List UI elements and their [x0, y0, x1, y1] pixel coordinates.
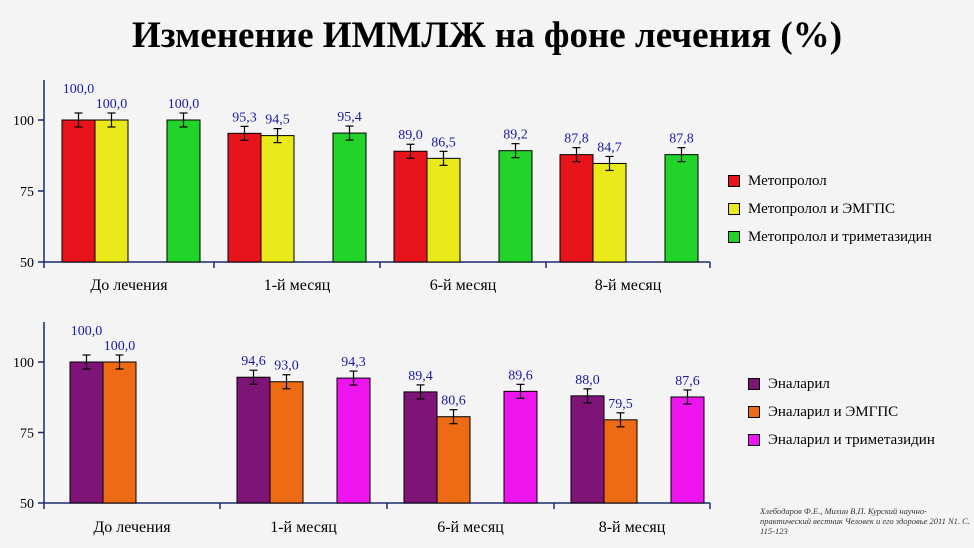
y-tick-label: 75	[20, 185, 34, 200]
x-category-label: До лечения	[93, 519, 171, 536]
data-label: 88,0	[575, 373, 600, 388]
y-tick-label: 75	[20, 427, 34, 442]
data-label: 80,6	[441, 394, 466, 409]
bar	[260, 135, 295, 263]
bar	[670, 396, 705, 504]
data-label: 100,0	[96, 97, 128, 112]
data-label: 94,6	[241, 354, 266, 369]
data-label: 95,4	[337, 110, 362, 125]
legend-item-metoprolol-emgps: Метопролол и ЭМГПС	[728, 195, 932, 223]
data-label: 100,0	[71, 324, 103, 339]
data-label: 87,8	[564, 132, 589, 147]
x-category-label: 8-й месяц	[599, 519, 666, 536]
x-category-label: 1-й месяц	[264, 277, 331, 294]
legend-label: Эналарил и триметазидин	[768, 431, 935, 448]
bar	[503, 390, 538, 504]
data-label: 89,6	[508, 368, 533, 383]
bar	[61, 119, 96, 263]
y-tick-label: 50	[20, 256, 34, 271]
bar	[570, 395, 605, 504]
bar	[332, 132, 367, 263]
data-label: 86,5	[431, 135, 456, 150]
bar	[403, 391, 438, 504]
bar	[236, 376, 271, 504]
data-label: 100,0	[104, 339, 136, 354]
legend-label: Эналарил	[768, 375, 830, 392]
legend-swatch	[748, 406, 760, 418]
x-category-label: 6-й месяц	[430, 277, 497, 294]
y-tick-label: 100	[13, 114, 34, 129]
legend-bottom: Эналарил Эналарил и ЭМГПС Эналарил и три…	[748, 370, 935, 454]
legend-label: Метопролол	[748, 172, 827, 189]
data-label: 87,6	[675, 374, 700, 389]
x-category-label: 1-й месяц	[270, 519, 337, 536]
bar	[102, 361, 137, 504]
legend-swatch	[748, 378, 760, 390]
bar	[498, 150, 533, 263]
bar	[426, 157, 461, 263]
legend-swatch	[728, 203, 740, 215]
x-category-label: 6-й месяц	[437, 519, 504, 536]
chart-title: Изменение ИММЛЖ на фоне лечения (%)	[131, 15, 843, 56]
data-label: 94,3	[341, 355, 366, 370]
legend-item-enalaril-trimetazidine: Эналарил и триметазидин	[748, 426, 935, 454]
bar	[664, 154, 699, 263]
legend-swatch	[728, 231, 740, 243]
data-label: 94,5	[265, 113, 290, 128]
legend-label: Метопролол и ЭМГПС	[748, 200, 896, 217]
data-label: 93,0	[274, 359, 299, 374]
data-label: 100,0	[63, 82, 95, 97]
bar	[436, 416, 471, 504]
data-label: 100,0	[168, 97, 200, 112]
bar	[603, 419, 638, 504]
legend-top: Метопролол Метопролол и ЭМГПС Метопролол…	[728, 167, 932, 251]
bar	[269, 381, 304, 504]
bar	[69, 361, 104, 504]
legend-swatch	[748, 434, 760, 446]
data-label: 95,3	[232, 110, 257, 125]
source-citation: Хлебодаров Ф.Е., Михин В.П. Курский науч…	[760, 506, 970, 536]
legend-label: Эналарил и ЭМГПС	[768, 403, 899, 420]
bar	[336, 377, 371, 504]
x-category-label: До лечения	[90, 277, 168, 294]
bar	[559, 154, 594, 263]
bar	[393, 150, 428, 263]
data-label: 89,0	[398, 128, 423, 143]
legend-item-metoprolol-trimetazidine: Метопролол и триметазидин	[728, 223, 932, 251]
x-category-label: 8-й месяц	[595, 277, 662, 294]
bar	[592, 162, 627, 263]
y-tick-label: 100	[13, 356, 34, 371]
data-label: 79,5	[608, 397, 633, 412]
y-tick-label: 50	[20, 497, 34, 512]
bar	[94, 119, 129, 263]
data-label: 87,8	[669, 132, 694, 147]
bar	[227, 132, 262, 263]
legend-item-metoprolol: Метопролол	[728, 167, 932, 195]
legend-swatch	[728, 175, 740, 187]
legend-item-enalaril: Эналарил	[748, 370, 935, 398]
legend-label: Метопролол и триметазидин	[748, 228, 932, 245]
bar	[166, 119, 201, 263]
data-label: 89,2	[503, 128, 528, 143]
data-label: 89,4	[408, 369, 433, 384]
legend-item-enalaril-emgps: Эналарил и ЭМГПС	[748, 398, 935, 426]
data-label: 84,7	[597, 140, 622, 155]
